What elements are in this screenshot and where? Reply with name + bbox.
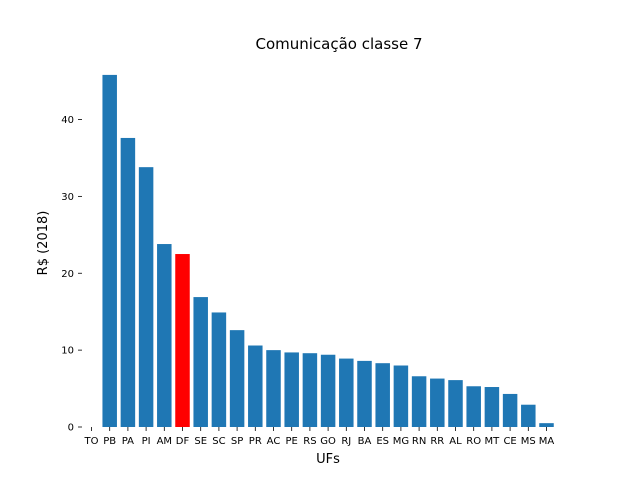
y-tick-label: 40 [61, 115, 74, 126]
bar-se [193, 297, 208, 427]
y-tick-label: 20 [61, 269, 74, 280]
x-tick-label: PE [286, 436, 298, 447]
bar-ro [466, 386, 481, 427]
bar-ba [357, 360, 372, 427]
bar-pr [248, 345, 263, 427]
x-tick-label: RO [466, 436, 481, 447]
bar-rs [302, 353, 318, 427]
y-axis: 0 10 20 30 40 [61, 115, 82, 434]
y-tick-label: 10 [61, 346, 74, 357]
x-tick-label: SE [194, 436, 207, 447]
x-tick-label: GO [320, 436, 336, 447]
bar-pa [120, 137, 136, 427]
bar-df [175, 254, 190, 427]
x-tick-label: TO [84, 436, 99, 447]
x-tick-label: ES [376, 436, 389, 447]
bar-ac [266, 350, 281, 428]
bar-es [375, 363, 390, 427]
y-tick-label: 30 [61, 192, 74, 203]
x-tick-label: PR [249, 436, 262, 447]
x-tick-label: RJ [341, 436, 351, 447]
y-tick-label: 0 [68, 423, 74, 434]
x-tick-label: DF [176, 436, 190, 447]
x-tick-label: AL [449, 436, 462, 447]
x-tick-label: PI [142, 436, 151, 447]
bar-am [157, 244, 172, 427]
x-tick-label: RR [430, 436, 444, 447]
bar-rj [339, 358, 354, 427]
bar-rr [430, 378, 445, 427]
bar-pb [102, 74, 117, 427]
bar-al [448, 380, 463, 427]
bar-mg [393, 365, 409, 427]
x-tick-label: SC [212, 436, 225, 447]
bar-ce [502, 393, 518, 427]
bar-ma [539, 423, 554, 427]
x-tick-label: CE [503, 436, 516, 447]
x-tick-label: PA [122, 436, 134, 447]
bar-rn [411, 376, 427, 427]
bar-pe [284, 352, 299, 427]
x-tick-label: MG [393, 436, 409, 447]
x-tick-label: RS [303, 436, 316, 447]
bar-sp [229, 330, 245, 427]
bar-mt [484, 387, 500, 427]
bar-sc [211, 312, 227, 427]
x-tick-label: MA [539, 436, 555, 447]
x-tick-label: SP [231, 436, 243, 447]
x-tick-label: BA [358, 436, 372, 447]
x-tick-label: AC [267, 436, 281, 447]
y-axis-label: R$ (2018) [36, 211, 51, 276]
x-axis-label: UFs [316, 452, 340, 467]
x-tick-label: MT [485, 436, 501, 447]
x-tick-label: PB [103, 436, 116, 447]
bar-go [320, 354, 336, 427]
bar-ms [521, 404, 536, 427]
x-tick-label: AM [157, 436, 172, 447]
x-tick-label: MS [521, 436, 536, 447]
bar-pi [138, 167, 154, 427]
bars [102, 74, 554, 428]
x-tick-label: RN [412, 436, 426, 447]
chart-title: Comunicação classe 7 [255, 35, 422, 53]
x-axis: TO PB PA PI AM DF SE SC SP PR AC PE RS GO RJ BA ES MG RN RR… [84, 427, 555, 447]
